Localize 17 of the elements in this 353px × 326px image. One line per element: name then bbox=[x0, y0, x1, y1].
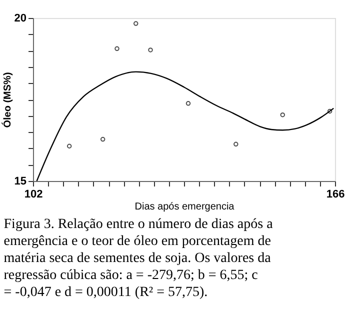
point bbox=[114, 46, 120, 52]
y-tick-label: 15 bbox=[14, 176, 26, 188]
point bbox=[327, 108, 332, 114]
x-axis-title: Dias após emergencia bbox=[134, 202, 235, 212]
y-axis-title: Óleo (MS%) bbox=[1, 72, 14, 128]
x-tick-label: 166 bbox=[326, 188, 345, 200]
point bbox=[100, 136, 106, 142]
point bbox=[280, 112, 285, 118]
line-series bbox=[36, 71, 334, 181]
point bbox=[66, 144, 72, 148]
x-tick-label: 102 bbox=[24, 188, 43, 200]
point bbox=[134, 21, 138, 26]
point bbox=[234, 142, 238, 147]
text: Figura 3. Relação entre o número de dias após a emergência e o teor de óleo em porcentagem de matéria seca de sementes de soja. Os valores da regressão cúbica são: a = -279,76; b = 6,55; c = -0,047 e d = 0,00011 (R² = 57,75). bbox=[4, 217, 274, 300]
point bbox=[186, 101, 191, 106]
y-tick-label: 20 bbox=[14, 12, 26, 24]
point bbox=[148, 48, 153, 52]
